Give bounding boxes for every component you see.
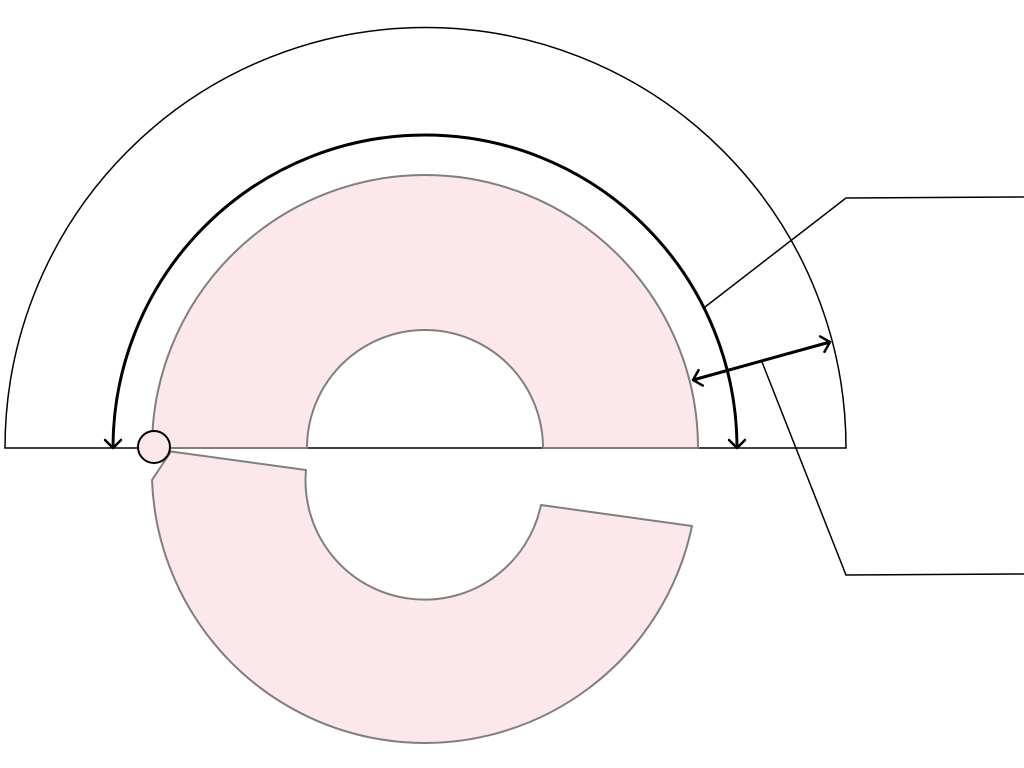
leader-line-upper [704,196,1024,308]
annulus-upper-half [151,174,699,449]
width-dimension-arrow [691,335,832,387]
leader-line-lower [761,361,1024,576]
hinge-pin [137,430,171,464]
outer-semicircle [4,26,847,449]
arc-dimension-arrow [103,133,747,450]
annulus-lower-part [151,450,693,744]
